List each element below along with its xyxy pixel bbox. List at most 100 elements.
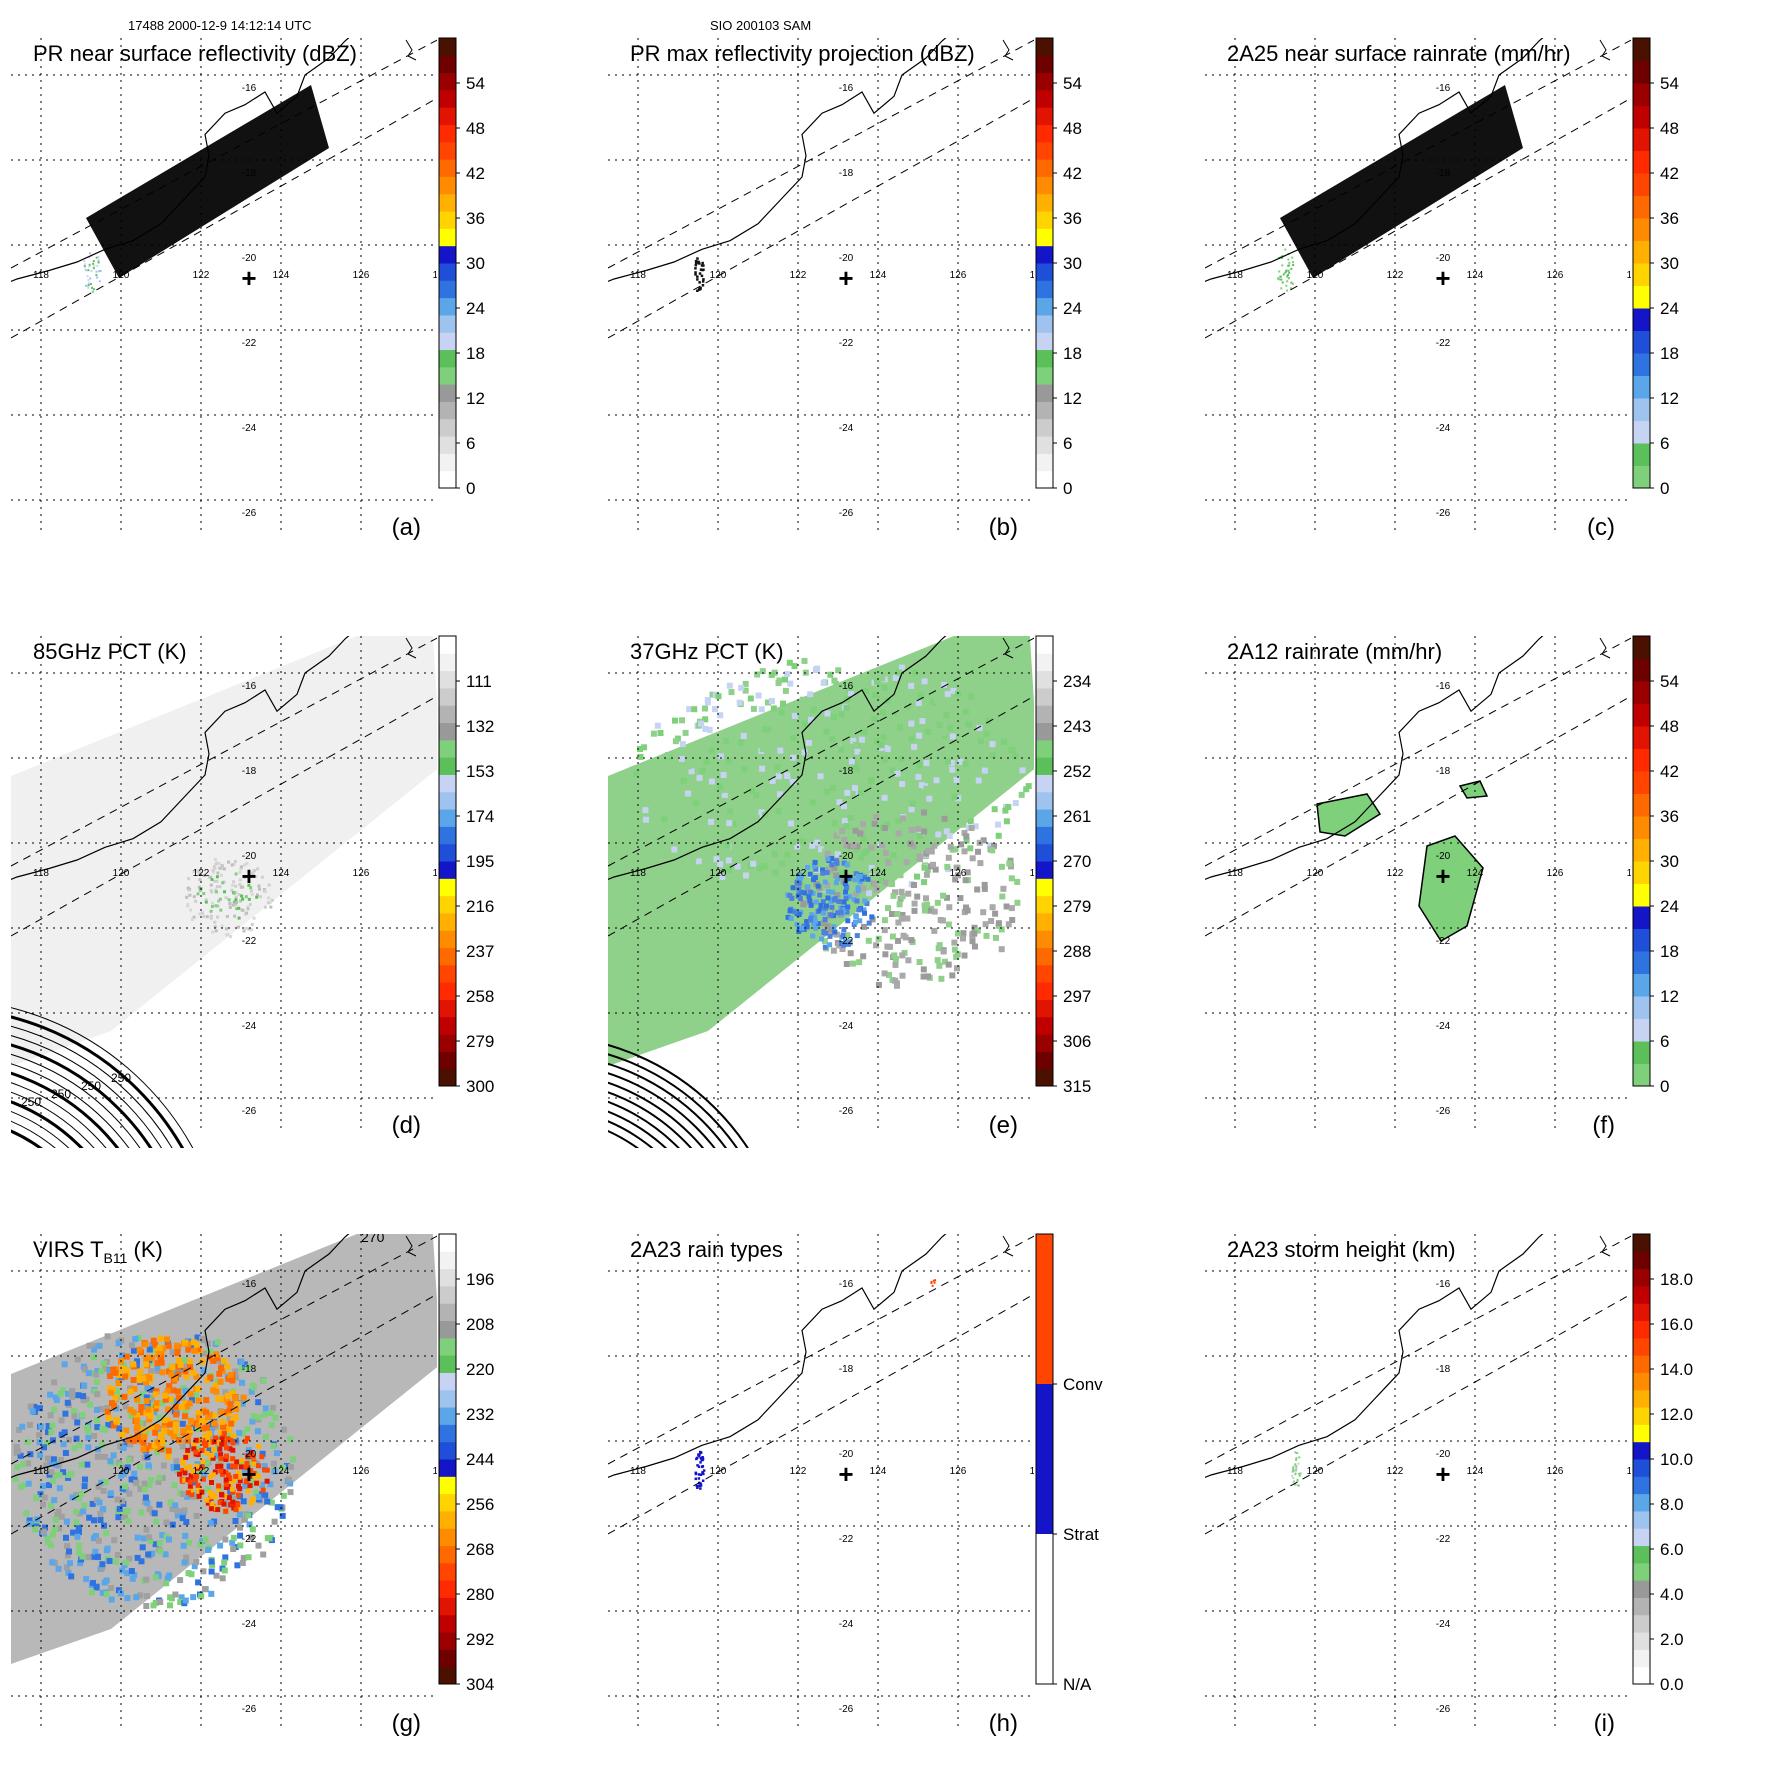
pct37-pixel [882, 756, 889, 763]
virs-pixel [180, 1542, 187, 1549]
colorbar-tick-label: 42 [466, 164, 485, 183]
virs-cold-pixel [116, 1372, 123, 1379]
pct37-pixel [847, 843, 854, 850]
pct37-pixel [917, 856, 923, 863]
virs-pixel [123, 1559, 129, 1566]
virs-cold-pixel [209, 1502, 215, 1508]
brightness-pixel [256, 867, 260, 871]
map-graticule: 118120122124126128-16-18-20-22-24-26 [1205, 636, 1631, 1128]
virs-cold-pixel [245, 1488, 251, 1494]
pct37-cold-pixel [817, 907, 823, 913]
pct37-pixel [922, 746, 929, 753]
rain-type-pixel [697, 1477, 701, 1480]
colorbar-segment [1633, 105, 1650, 129]
brightness-pixel [260, 875, 264, 879]
pct37-pixel [910, 708, 917, 715]
panel-letter: (b) [989, 514, 1018, 541]
virs-cold-pixel [146, 1416, 153, 1423]
virs-pixel [163, 1519, 170, 1526]
virs-cold-pixel [162, 1396, 169, 1403]
colorbar-tick-label: 42 [1063, 164, 1082, 183]
virs-cold-pixel [160, 1439, 166, 1446]
pct37-pixel [983, 730, 990, 737]
pct37-pixel [775, 680, 782, 686]
virs-cold-pixel [185, 1433, 192, 1440]
virs-cold-pixel [136, 1346, 143, 1353]
virs-pixel [67, 1560, 73, 1567]
brightness-pixel [218, 885, 222, 889]
pct37-pixel [655, 796, 662, 803]
virs-pixel [47, 1391, 54, 1398]
virs-pixel [112, 1558, 119, 1565]
brightness-pixel [202, 874, 206, 877]
coastline-island [405, 1235, 417, 1257]
virs-cold-pixel [155, 1445, 162, 1451]
virs-pixel [65, 1472, 72, 1478]
rain-type-pixel [930, 1280, 933, 1283]
virs-pixel [237, 1524, 243, 1531]
virs-cold-pixel [227, 1446, 233, 1452]
colorbar-segment [1633, 173, 1650, 196]
pct37-pixel [839, 827, 846, 834]
colorbar-segment [1633, 861, 1650, 884]
virs-pixel [140, 1535, 147, 1542]
longitude-label: 124 [1467, 1466, 1484, 1477]
precip-pixel [1292, 264, 1295, 266]
pct37-pixel [810, 706, 817, 713]
pct37-pixel [784, 772, 791, 779]
virs-pixel [255, 1399, 262, 1406]
pct37-pixel [699, 839, 706, 846]
coastline-island [1002, 1235, 1014, 1257]
virs-pixel [85, 1428, 92, 1435]
pct37-pixel [925, 728, 932, 735]
precip-pixel [1290, 281, 1293, 284]
pct37-pixel [829, 736, 836, 743]
pct37-pixel [922, 907, 928, 914]
pct37-pixel [719, 873, 726, 880]
virs-pixel [156, 1474, 163, 1481]
colorbar-segment [1036, 1234, 1053, 1384]
pct37-cold-pixel [843, 895, 849, 901]
pct37-pixel [949, 733, 956, 740]
virs-cold-pixel [131, 1385, 138, 1392]
pct37-pixel [981, 767, 988, 774]
pct37-pixel [932, 866, 939, 873]
colorbar-segment [1633, 1649, 1650, 1668]
pct37-pixel [954, 965, 960, 972]
virs-cold-pixel [123, 1353, 130, 1360]
pct37-pixel [981, 881, 988, 888]
pct37-pixel [768, 757, 775, 764]
longitude-label: 126 [353, 1466, 370, 1477]
colorbar-segment [1036, 636, 1053, 654]
brightness-pixel [259, 895, 263, 899]
virs-pixel [124, 1464, 131, 1471]
virs-cold-pixel [223, 1477, 229, 1483]
pct37-pixel [934, 899, 941, 906]
virs-pixel [50, 1437, 56, 1444]
storm-height-pixel [1292, 1466, 1295, 1469]
virs-pixel [111, 1537, 118, 1544]
pct37-pixel [914, 893, 921, 900]
brightness-pixel [262, 888, 266, 891]
virs-cold-pixel [143, 1410, 150, 1417]
pct37-pixel [717, 753, 724, 760]
virs-pixel [179, 1515, 186, 1522]
colorbar-tick-label: 24 [1660, 897, 1679, 916]
panel-letter: (d) [392, 1112, 421, 1139]
brightness-pixel [263, 905, 267, 909]
virs-pixel [65, 1390, 72, 1397]
virs-cold-pixel [234, 1401, 241, 1408]
pct37-pixel [832, 790, 839, 797]
virs-cold-pixel [248, 1500, 254, 1506]
virs-cold-pixel [244, 1478, 250, 1484]
virs-cold-pixel [161, 1421, 168, 1428]
pct37-pixel [1007, 764, 1014, 771]
virs-pixel [209, 1561, 216, 1568]
pct37-pixel [892, 977, 899, 984]
pct37-pixel [742, 680, 749, 687]
brightness-pixel [214, 888, 218, 892]
cold-cloud-pixel [249, 886, 253, 890]
virs-cold-pixel [175, 1371, 182, 1378]
virs-pixel [200, 1337, 207, 1344]
pct37-pixel [805, 739, 812, 746]
